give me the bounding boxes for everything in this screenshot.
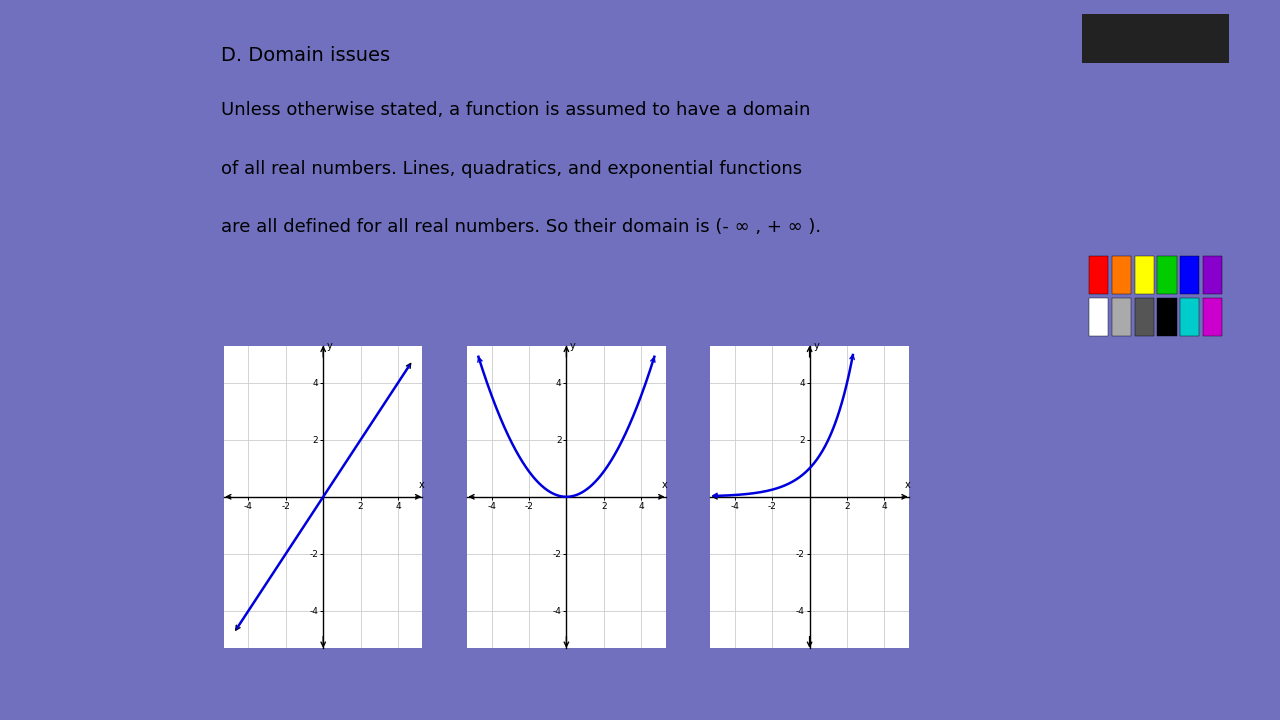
Text: x: x	[905, 480, 911, 490]
Text: y: y	[570, 341, 576, 351]
Text: x: x	[419, 480, 425, 490]
Bar	[1203, 256, 1222, 294]
Bar	[1082, 14, 1229, 63]
Bar	[1112, 256, 1132, 294]
Bar	[1157, 256, 1176, 294]
Bar	[1089, 298, 1108, 336]
Text: are all defined for all real numbers. So their domain is (- ∞ , + ∞ ).: are all defined for all real numbers. So…	[221, 218, 822, 236]
Bar	[1089, 256, 1108, 294]
Bar	[1203, 298, 1222, 336]
Text: D. Domain issues: D. Domain issues	[221, 45, 390, 65]
Bar	[1134, 256, 1153, 294]
Bar	[1180, 298, 1199, 336]
Bar	[1134, 298, 1153, 336]
Bar	[1157, 298, 1176, 336]
Bar	[1112, 298, 1132, 336]
Bar	[1180, 256, 1199, 294]
Text: y: y	[813, 341, 819, 351]
Text: of all real numbers. Lines, quadratics, and exponential functions: of all real numbers. Lines, quadratics, …	[221, 160, 803, 178]
Text: Unless otherwise stated, a function is assumed to have a domain: Unless otherwise stated, a function is a…	[221, 101, 810, 119]
Text: y: y	[326, 341, 333, 351]
Text: x: x	[662, 480, 668, 490]
